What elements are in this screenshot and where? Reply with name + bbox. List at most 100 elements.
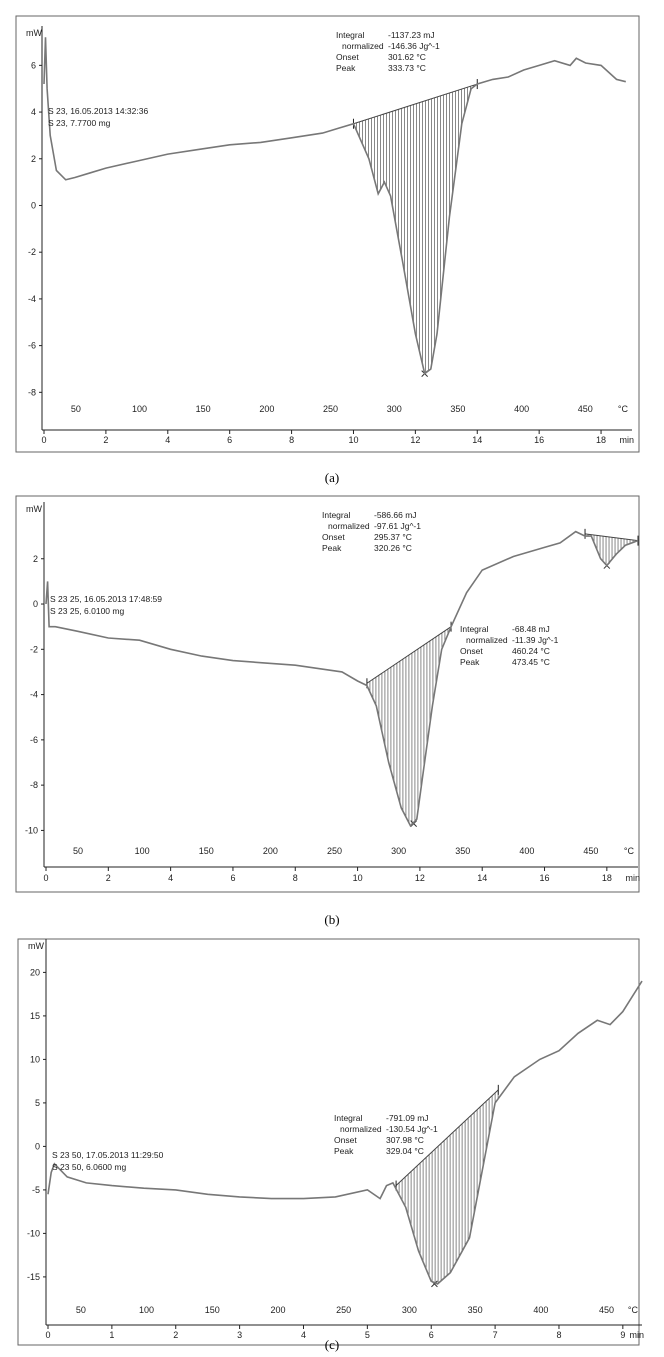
integration-label: normalized	[342, 41, 384, 51]
temp-tick-label: 400	[519, 846, 534, 856]
temp-unit: °C	[624, 846, 635, 856]
sample-label: S 23 25, 6.0100 mg	[50, 606, 124, 616]
time-tick-label: 2	[173, 1330, 178, 1340]
temp-tick-label: 150	[199, 846, 214, 856]
temp-tick-label: 300	[387, 404, 402, 414]
y-axis-unit: mW	[26, 504, 42, 514]
time-tick-label: 1	[109, 1330, 114, 1340]
integration-baseline	[366, 626, 452, 684]
integration-baseline	[353, 83, 478, 125]
temp-tick-label: 200	[263, 846, 278, 856]
chart-panel-c: mW 20 15 10 5 0 -5 -10 -15 50 100 150 200 250 300 350 40…	[0, 935, 664, 1346]
time-tick-label: 8	[289, 435, 294, 445]
y-tick-label: 15	[30, 1011, 40, 1021]
y-tick-label: -2	[28, 247, 36, 257]
integration-value: 460.24 °C	[512, 646, 550, 656]
temp-tick-label: 100	[139, 1305, 154, 1315]
temp-tick-label: 100	[132, 404, 147, 414]
integration-value: 473.45 °C	[512, 657, 550, 667]
caption-a: (a)	[324, 470, 340, 485]
integration-label: Onset	[460, 646, 483, 656]
temp-tick-label: 200	[259, 404, 274, 414]
y-tick-label: 0	[35, 1141, 40, 1151]
caption-b: (b)	[324, 912, 340, 927]
temp-tick-label: 300	[391, 846, 406, 856]
integration-value: 301.62 °C	[388, 52, 426, 62]
plot-frame	[15, 15, 640, 453]
y-tick-label: -10	[25, 825, 38, 835]
temp-tick-label: 450	[599, 1305, 614, 1315]
time-tick-label: 14	[472, 435, 482, 445]
temp-tick-label: 250	[327, 846, 342, 856]
time-tick-label: 0	[43, 873, 48, 883]
y-tick-label: -15	[27, 1272, 40, 1282]
temp-tick-label: 250	[336, 1305, 351, 1315]
time-tick-label: 6	[429, 1330, 434, 1340]
integration-value: -97.61 Jg^-1	[374, 521, 421, 531]
time-unit: min	[625, 873, 640, 883]
y-tick-label: 20	[30, 967, 40, 977]
time-tick-label: 12	[415, 873, 425, 883]
y-tick-label: -2	[30, 644, 38, 654]
integration-baseline	[395, 1089, 499, 1186]
y-tick-label: -8	[28, 387, 36, 397]
integration-label: Peak	[460, 657, 480, 667]
temp-tick-label: 400	[514, 404, 529, 414]
time-unit: min	[619, 435, 634, 445]
time-tick-label: 3	[237, 1330, 242, 1340]
time-tick-label: 18	[602, 873, 612, 883]
integration-label: normalized	[466, 635, 508, 645]
temp-tick-label: 350	[468, 1305, 483, 1315]
integration-label: Integral	[334, 1113, 362, 1123]
y-tick-label: 6	[31, 60, 36, 70]
integration-value: -130.54 Jg^-1	[386, 1124, 438, 1134]
time-tick-label: 4	[301, 1330, 306, 1340]
integration-label: Peak	[322, 543, 342, 553]
time-tick-label: 10	[348, 435, 358, 445]
y-axis-unit: mW	[28, 941, 44, 951]
dsc-curve	[47, 980, 643, 1285]
time-tick-label: 10	[353, 873, 363, 883]
time-tick-label: 4	[165, 435, 170, 445]
integration-label: normalized	[340, 1124, 382, 1134]
temp-tick-label: 450	[578, 404, 593, 414]
sample-label: S 23, 16.05.2013 14:32:36	[48, 106, 148, 116]
integration-value: 295.37 °C	[374, 532, 412, 542]
sample-label: S 23 50, 17.05.2013 11:29:50	[52, 1150, 164, 1160]
sample-label: S 23 50, 6.0600 mg	[52, 1162, 126, 1172]
time-tick-label: 16	[534, 435, 544, 445]
temp-tick-label: 50	[71, 404, 81, 414]
time-tick-label: 14	[477, 873, 487, 883]
temp-tick-label: 50	[76, 1305, 86, 1315]
integration-value: -1137.23 mJ	[388, 30, 435, 40]
integration-value: -68.48 mJ	[512, 624, 550, 634]
integration-value: -11.39 Jg^-1	[512, 635, 559, 645]
time-tick-label: 12	[410, 435, 420, 445]
integration-value: -791.09 mJ	[386, 1113, 429, 1123]
y-tick-label: 2	[33, 554, 38, 564]
temp-tick-label: 200	[270, 1305, 285, 1315]
integration-label: Onset	[322, 532, 345, 542]
y-tick-label: 4	[31, 107, 36, 117]
y-tick-label: -4	[30, 690, 38, 700]
time-tick-label: 0	[41, 435, 46, 445]
integration-baseline	[584, 533, 639, 542]
temp-tick-label: 400	[533, 1305, 548, 1315]
y-tick-label: 0	[31, 200, 36, 210]
temp-tick-label: 350	[455, 846, 470, 856]
time-tick-label: 8	[293, 873, 298, 883]
time-unit: min	[629, 1330, 644, 1340]
integration-value: 329.04 °C	[386, 1146, 424, 1156]
integration-value: -586.66 mJ	[374, 510, 417, 520]
time-tick-label: 7	[493, 1330, 498, 1340]
temp-tick-label: 350	[450, 404, 465, 414]
y-axis-unit: mW	[26, 28, 42, 38]
temp-unit: °C	[628, 1305, 639, 1315]
integration-label: Integral	[336, 30, 364, 40]
integration-value: 307.98 °C	[386, 1135, 424, 1145]
dsc-curve	[43, 37, 626, 375]
integration-value: -146.36 Jg^-1	[388, 41, 440, 51]
